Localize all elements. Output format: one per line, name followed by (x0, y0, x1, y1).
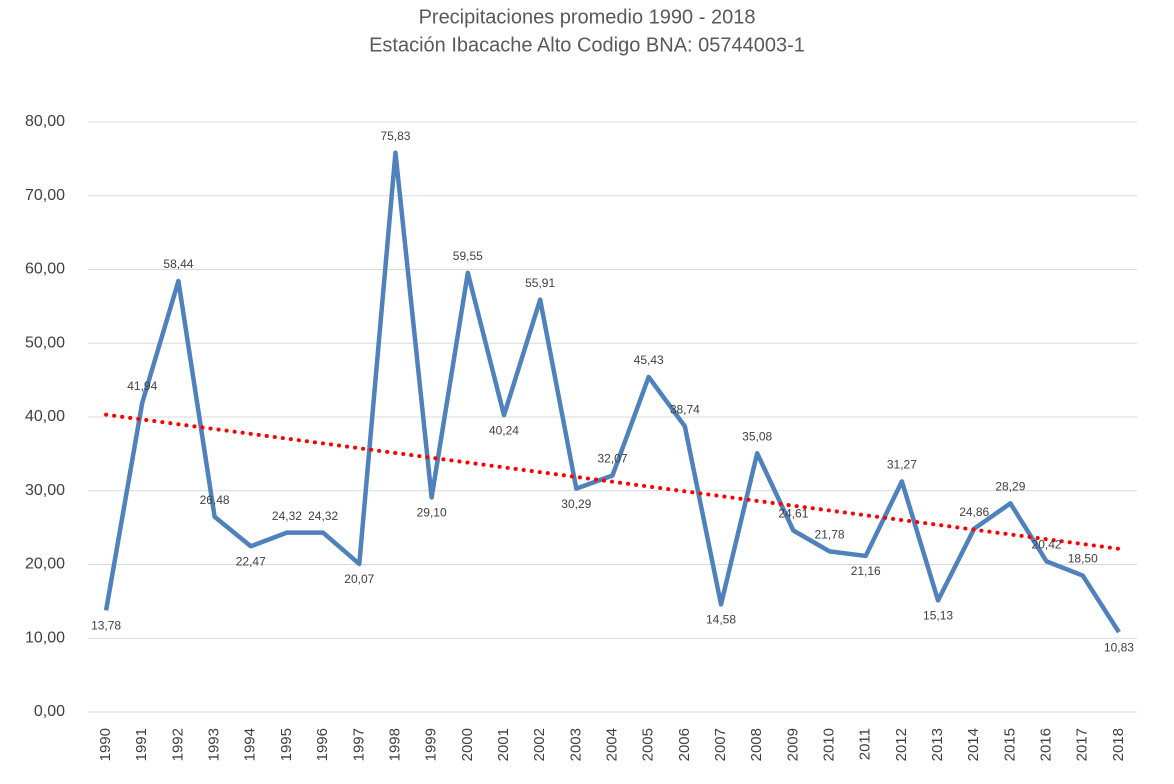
data-label: 13,78 (91, 619, 121, 633)
y-tick-label: 40,00 (25, 408, 65, 425)
data-label: 41,94 (127, 379, 157, 393)
data-label: 18,50 (1068, 552, 1098, 566)
data-label: 24,61 (778, 507, 808, 521)
x-tick-label: 2003 (567, 728, 584, 761)
x-tick-label: 2009 (784, 728, 801, 761)
data-label: 24,32 (272, 509, 302, 523)
x-tick-label: 1998 (386, 728, 403, 761)
data-label: 21,16 (851, 564, 881, 578)
data-label: 28,29 (995, 480, 1025, 494)
x-tick-label: 1999 (423, 728, 440, 761)
data-label: 38,74 (670, 402, 700, 416)
x-tick-label: 2006 (676, 728, 693, 761)
data-label: 24,86 (959, 505, 989, 519)
data-label: 59,55 (453, 249, 483, 263)
x-tick-label: 2013 (929, 728, 946, 761)
data-label: 15,13 (923, 609, 953, 623)
y-tick-label: 20,00 (25, 556, 65, 573)
x-tick-label: 1997 (350, 728, 367, 761)
data-label: 58,44 (163, 257, 193, 271)
data-label: 26,48 (200, 493, 230, 507)
y-tick-label: 10,00 (25, 629, 65, 646)
data-label: 10,83 (1104, 640, 1134, 654)
x-tick-label: 2017 (1074, 728, 1091, 761)
x-tick-label: 2000 (459, 728, 476, 761)
chart-title: Precipitaciones promedio 1990 - 2018 (419, 6, 756, 28)
data-label: 24,32 (308, 509, 338, 523)
data-label: 75,83 (380, 129, 410, 143)
y-tick-label: 80,00 (25, 113, 65, 130)
x-tick-label: 2004 (603, 728, 620, 761)
y-tick-label: 70,00 (25, 187, 65, 204)
data-label: 20,42 (1032, 538, 1062, 552)
x-tick-label: 2015 (1001, 728, 1018, 761)
x-tick-label: 2018 (1110, 728, 1127, 761)
data-label: 21,78 (815, 528, 845, 542)
data-label: 35,08 (742, 429, 772, 443)
y-tick-label: 0,00 (34, 703, 65, 720)
line (103, 150, 1121, 634)
data-label: 29,10 (417, 506, 447, 520)
data-label: 31,27 (887, 458, 917, 472)
x-tick-label: 1993 (206, 728, 223, 761)
data-label: 32,07 (597, 452, 627, 466)
y-tick-label: 50,00 (25, 334, 65, 351)
x-tick-label: 1994 (242, 728, 259, 761)
x-tick-label: 2008 (748, 728, 765, 761)
x-tick-label: 1992 (169, 728, 186, 761)
data-label: 22,47 (236, 554, 266, 568)
x-tick-label: 2012 (893, 728, 910, 761)
x-tick-label: 1996 (314, 728, 331, 761)
trendline (104, 412, 1121, 551)
x-tick-label: 1990 (97, 728, 114, 761)
data-label: 30,29 (561, 497, 591, 511)
y-tick-label: 60,00 (25, 261, 65, 278)
data-label: 20,07 (344, 572, 374, 586)
x-tick-label: 2007 (712, 728, 729, 761)
chart-title: Estación Ibacache Alto Codigo BNA: 05744… (369, 34, 805, 56)
x-tick-label: 2001 (495, 728, 512, 761)
x-tick-label: 1995 (278, 728, 295, 761)
data-label: 40,24 (489, 423, 519, 437)
x-tick-label: 2014 (965, 728, 982, 761)
x-tick-label: 2010 (821, 728, 838, 761)
data-label: 55,91 (525, 276, 555, 290)
data-label: 45,43 (634, 353, 664, 367)
x-tick-label: 2011 (857, 728, 874, 760)
y-tick-label: 30,00 (25, 482, 65, 499)
x-tick-label: 2002 (531, 728, 548, 761)
x-tick-label: 1991 (133, 728, 150, 761)
data-label: 14,58 (706, 613, 736, 627)
x-tick-label: 2016 (1038, 728, 1055, 761)
x-tick-label: 2005 (640, 728, 657, 761)
